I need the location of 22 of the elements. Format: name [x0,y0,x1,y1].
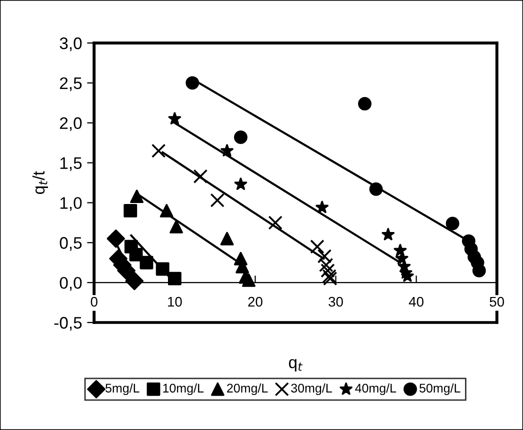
y-tick-label: 1,5 [60,157,82,171]
x-tick-label: 40 [408,296,424,307]
y-tick-label: 1,0 [60,197,82,211]
legend-label: 20mg/L [227,383,268,396]
y-tick-label: 3,0 [60,37,82,52]
legend-label: 30mg/L [291,383,332,396]
y-axis-title: q$_{t}$/t [32,171,48,194]
x-tick-label: 10 [168,296,182,307]
x-tick-label: 50 [490,296,504,307]
legend-label: 40mg/L [355,383,396,396]
y-tick-label: 0,5 [60,237,82,251]
legend-label: 5mg/L [106,383,140,396]
legend-label: 10mg/L [163,383,204,396]
x-tick-label: 0 [90,296,98,307]
x-tick-label: 30 [328,296,343,307]
legend-label: 50mg/L [420,383,460,396]
x-tick-label: 20 [248,296,262,307]
y-tick-label: 2,5 [60,77,82,92]
y-tick-label: -0,5 [54,316,82,331]
y-tick-label: 0,0 [60,276,82,291]
y-tick-label: 2,0 [60,117,82,132]
x-axis-title: q$_{t}$ [288,359,303,372]
